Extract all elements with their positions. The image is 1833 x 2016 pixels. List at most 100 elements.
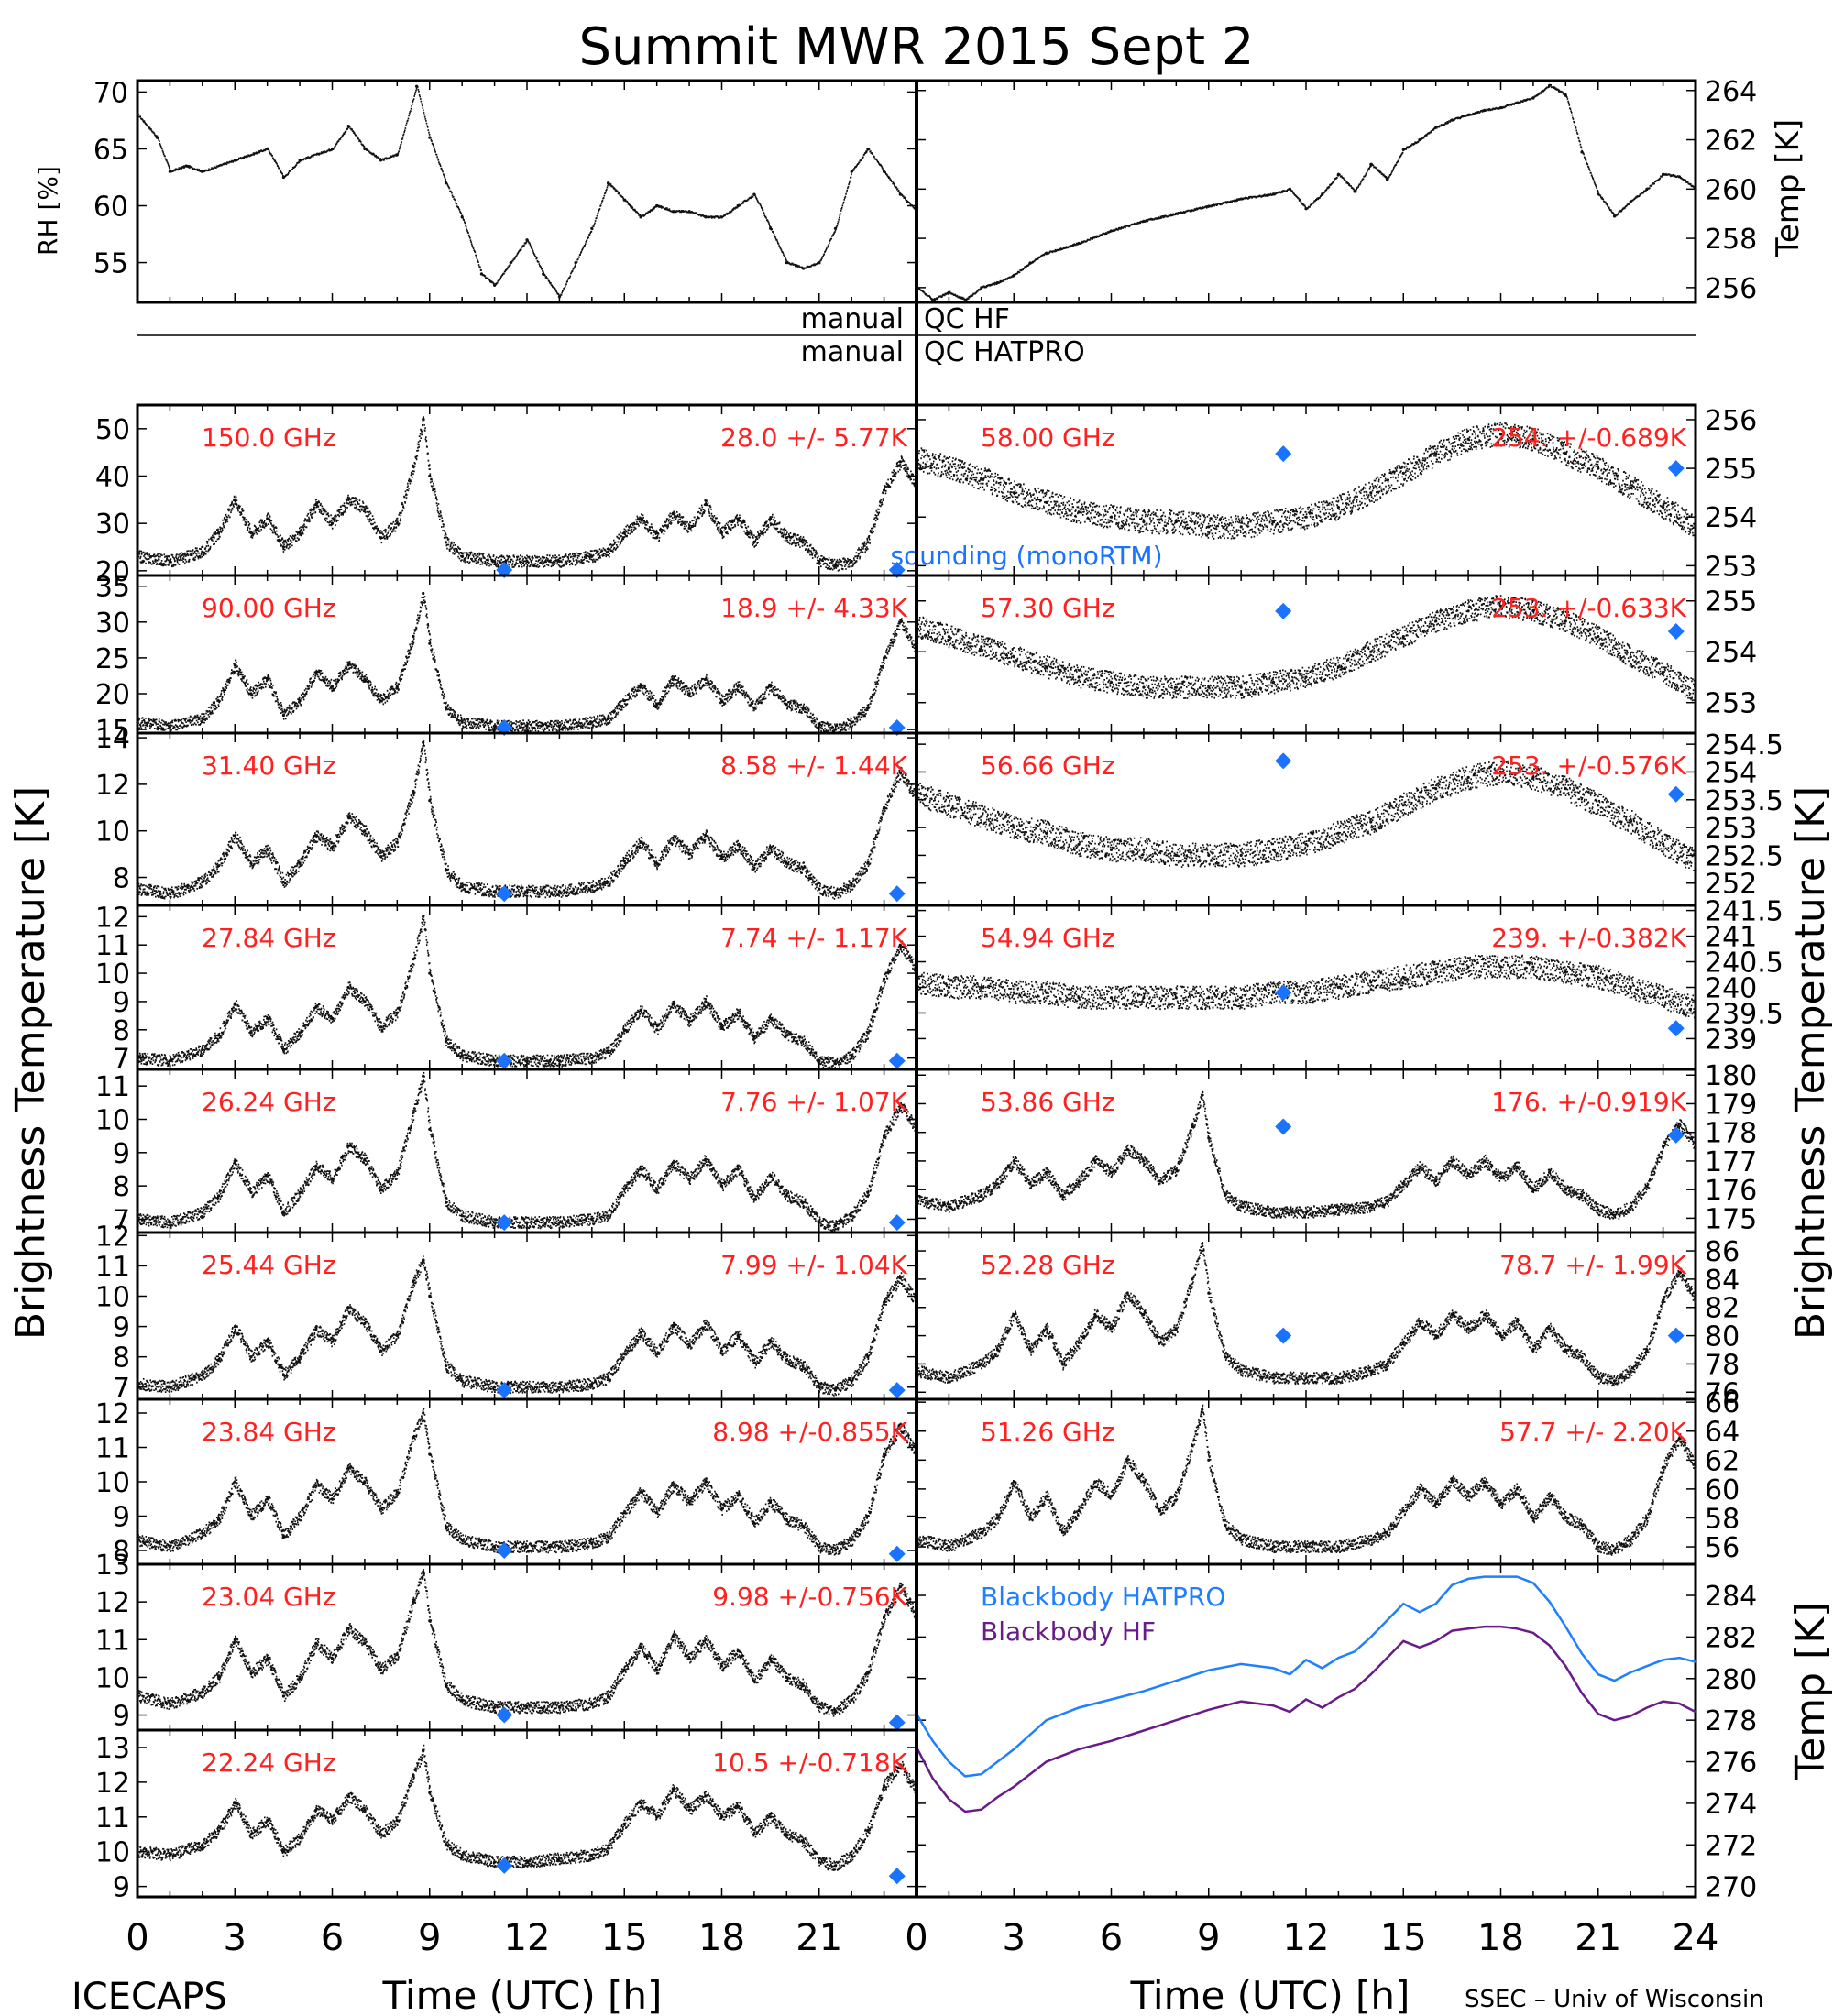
data-point (1272, 848, 1276, 852)
data-point (1077, 510, 1081, 514)
data-point (525, 1705, 529, 1709)
data-point (622, 198, 626, 202)
data-point (818, 559, 821, 564)
trace-dots (137, 416, 918, 572)
data-point (1645, 187, 1649, 191)
data-point (898, 771, 902, 774)
y-tick-label: 12 (95, 1768, 130, 1800)
data-point (1045, 500, 1048, 504)
data-point (412, 1773, 415, 1777)
data-point (655, 1352, 659, 1355)
data-point (460, 1054, 464, 1057)
data-point (833, 892, 838, 895)
data-point (1401, 148, 1405, 151)
data-point (1434, 1502, 1438, 1506)
data-point (1125, 1291, 1129, 1295)
data-point (557, 1221, 562, 1224)
data-point (201, 1531, 204, 1535)
data-point (752, 1361, 756, 1364)
data-point (444, 1039, 448, 1043)
data-point (422, 591, 425, 596)
data-point (1564, 970, 1567, 974)
y-tick-label: 280 (1705, 1664, 1757, 1696)
data-point (136, 1539, 139, 1542)
data-point (395, 153, 399, 157)
data-point (622, 1511, 626, 1515)
data-point (687, 1657, 691, 1660)
bb-temp-axis-label: Temp [K] (1787, 1602, 1833, 1780)
y-tick-label: 12 (95, 1221, 130, 1253)
y-tick-label: 180 (1705, 1060, 1757, 1092)
data-point (883, 1300, 886, 1304)
stats-label: 254. +/-0.689K (1491, 422, 1686, 453)
x-tick-label-right: 21 (1575, 1917, 1621, 1959)
qc-hf-left-label: manual (801, 303, 904, 335)
data-point (606, 1846, 610, 1850)
data-point (671, 1484, 675, 1487)
data-point (412, 1600, 415, 1604)
data-point (1201, 1242, 1204, 1245)
y-tick-label: 10 (95, 959, 130, 991)
data-point (168, 1386, 171, 1389)
y-tick-label: 10 (95, 1662, 130, 1694)
data-point (216, 531, 221, 535)
data-point (1304, 842, 1308, 846)
data-point (785, 1833, 788, 1836)
data-point (1662, 1298, 1665, 1302)
data-point (281, 1850, 285, 1854)
data-point (898, 1585, 902, 1589)
data-point (671, 1787, 675, 1791)
sounding-marker (496, 885, 513, 903)
data-point (785, 1675, 788, 1679)
data-point (428, 1127, 432, 1131)
data-point (1272, 1211, 1276, 1214)
data-point (785, 861, 788, 865)
data-point (1174, 1167, 1178, 1171)
data-point (639, 1645, 642, 1649)
data-point (850, 882, 853, 886)
data-point (460, 215, 464, 219)
data-point (980, 985, 983, 990)
data-point (493, 1059, 497, 1063)
data-point (1201, 1408, 1204, 1411)
data-point (1239, 1369, 1243, 1373)
data-point (655, 1511, 659, 1515)
data-point (590, 1702, 594, 1705)
data-point (201, 170, 204, 173)
data-point (298, 1031, 302, 1035)
data-point (1093, 1480, 1097, 1484)
data-point (1450, 118, 1454, 122)
data-point (1645, 1185, 1649, 1189)
data-point (671, 1161, 675, 1165)
data-point (1645, 1516, 1649, 1520)
data-point (801, 267, 805, 270)
data-point (606, 1535, 610, 1539)
data-point (1272, 1545, 1276, 1549)
data-point (1401, 975, 1405, 979)
data-point (606, 1050, 610, 1055)
data-point (1060, 1530, 1064, 1534)
data-point (1028, 1516, 1032, 1520)
y-tick-label: 274 (1705, 1789, 1757, 1821)
frequency-label: 57.30 GHz (981, 593, 1115, 623)
data-point (1564, 1516, 1567, 1520)
data-point (233, 159, 236, 162)
data-point (1694, 1465, 1697, 1469)
sounding-marker (888, 1714, 906, 1731)
data-point (785, 703, 788, 707)
y-tick-label: 256 (1705, 405, 1757, 437)
data-point (422, 740, 425, 744)
data-point (866, 541, 870, 544)
data-point (818, 261, 821, 265)
data-point (1336, 1545, 1340, 1549)
data-point (785, 1517, 788, 1521)
data-point (850, 559, 853, 564)
data-point (898, 943, 902, 947)
data-point (818, 1386, 821, 1389)
sounding-marker (496, 1382, 513, 1399)
data-point (1125, 1147, 1129, 1151)
data-point (833, 728, 838, 731)
data-point (1304, 991, 1308, 994)
data-point (1580, 1355, 1584, 1359)
